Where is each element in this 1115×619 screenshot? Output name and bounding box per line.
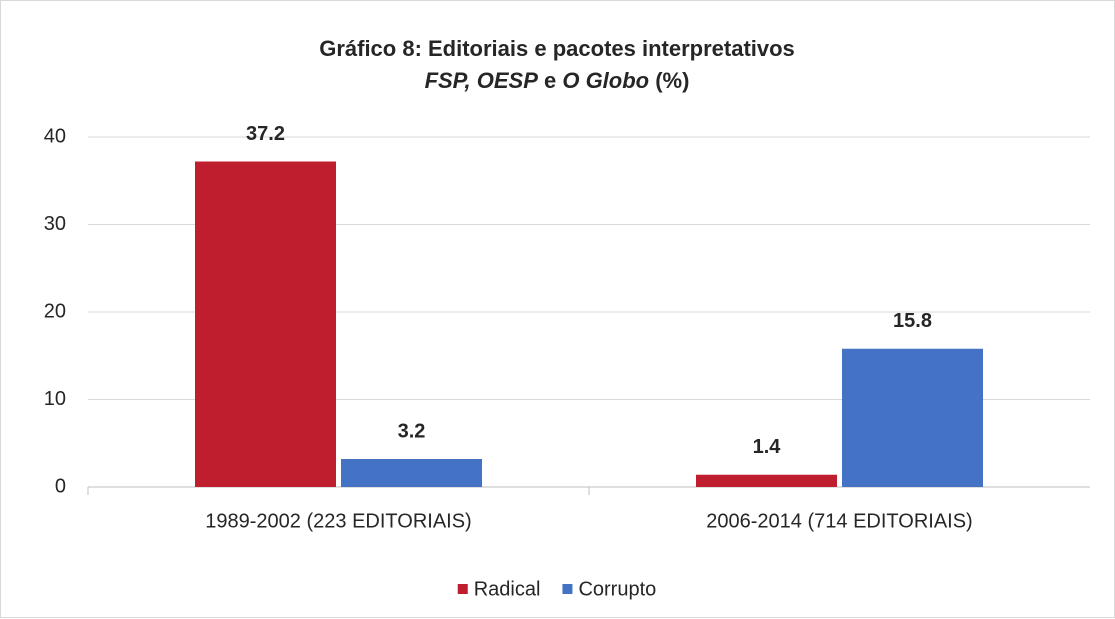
bar xyxy=(195,161,336,487)
subtitle-part: (%) xyxy=(649,68,689,93)
data-label: 3.2 xyxy=(398,420,426,442)
data-label: 1.4 xyxy=(753,436,782,458)
legend: Radical Corrupto xyxy=(457,578,656,600)
y-tick-label: 0 xyxy=(55,475,66,497)
legend-swatch xyxy=(562,584,573,594)
chart-title: Gráfico 8: Editoriais e pacotes interpre… xyxy=(319,36,795,61)
legend-label: Corrupto xyxy=(578,578,656,600)
y-tick-label: 30 xyxy=(44,213,66,235)
subtitle-part: O Globo xyxy=(562,68,649,93)
subtitle-part: e xyxy=(538,68,562,93)
legend-label: Radical xyxy=(474,578,541,600)
subtitle-part: FSP, OESP xyxy=(425,68,539,93)
bar xyxy=(842,348,983,487)
bar xyxy=(341,459,482,487)
x-tick-label: 1989-2002 (223 EDITORIAIS) xyxy=(205,510,471,532)
bar xyxy=(696,474,837,487)
x-tick-label: 2006-2014 (714 EDITORIAIS) xyxy=(706,510,972,532)
y-tick-label: 10 xyxy=(44,388,66,410)
data-label: 37.2 xyxy=(246,123,285,145)
y-tick-label: 20 xyxy=(44,300,66,322)
y-tick-label: 40 xyxy=(44,125,66,147)
legend-swatch xyxy=(457,584,468,594)
chart-subtitle: FSP, OESP e O Globo (%) xyxy=(425,68,690,93)
data-label: 15.8 xyxy=(893,310,932,332)
